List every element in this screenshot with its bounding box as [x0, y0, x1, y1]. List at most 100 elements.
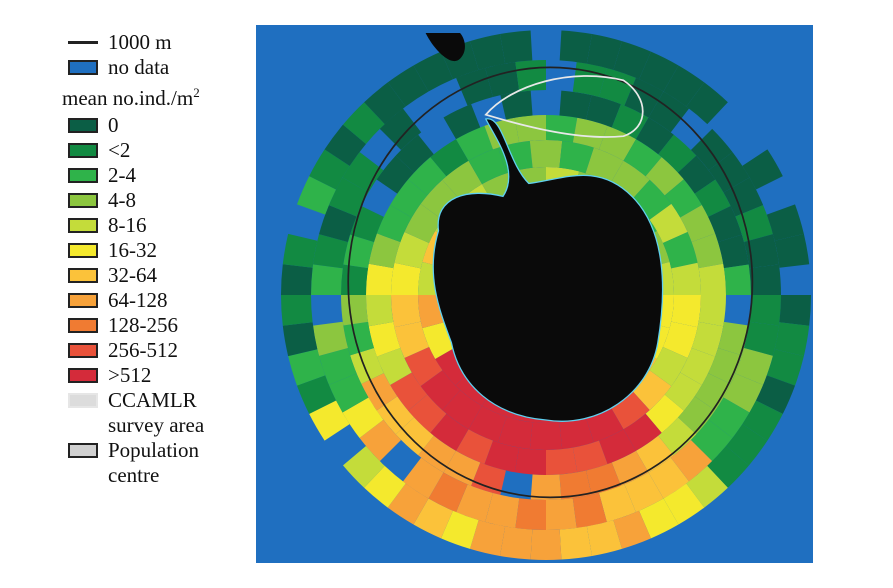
density-cell	[342, 102, 385, 144]
density-cell	[484, 440, 520, 473]
density-cell	[572, 117, 608, 150]
south-america-landmass	[425, 33, 465, 62]
density-cell	[442, 390, 482, 430]
density-cell	[376, 205, 412, 242]
density-cell	[774, 322, 810, 357]
class-swatch	[68, 168, 98, 183]
density-cell	[663, 483, 705, 525]
density-cell	[499, 526, 533, 560]
legend-label: 64-128	[108, 288, 168, 312]
density-cell	[529, 422, 563, 450]
density-cell	[309, 400, 350, 441]
legend-class: <2	[62, 138, 254, 163]
density-cell	[636, 435, 674, 473]
density-cell	[611, 104, 649, 140]
legend-label: 1000 m	[108, 30, 172, 54]
legend-ccamlr: CCAMLR	[62, 388, 254, 413]
density-cell	[499, 30, 533, 64]
density-cell	[366, 295, 394, 327]
density-cell	[694, 373, 731, 411]
density-cell	[390, 179, 428, 218]
legend-label: centre	[108, 463, 160, 487]
density-cell	[341, 264, 369, 295]
legend-class: 0	[62, 113, 254, 138]
density-cell	[515, 498, 546, 530]
density-cell	[456, 68, 493, 106]
density-cell	[639, 51, 679, 92]
class-swatch	[68, 293, 98, 308]
density-cell	[456, 429, 493, 465]
density-cell	[645, 394, 684, 433]
density-cell	[456, 484, 493, 522]
density-cell	[613, 510, 651, 549]
density-cell	[624, 472, 664, 513]
density-cell	[624, 77, 664, 118]
legend-population: Population	[62, 438, 254, 463]
density-cell	[677, 396, 716, 435]
density-cell	[708, 206, 742, 242]
density-cell	[430, 413, 469, 451]
density-cell	[690, 419, 733, 462]
density-cell	[313, 321, 348, 356]
legend-label: 32-64	[108, 263, 157, 287]
density-cell	[586, 34, 623, 70]
ccamlr-swatch	[68, 393, 98, 408]
legend-class: 4-8	[62, 188, 254, 213]
legend-label: 2-4	[108, 163, 136, 187]
legend-label: <2	[108, 138, 131, 162]
density-cell	[586, 95, 621, 128]
density-cell	[599, 484, 636, 522]
density-cell	[514, 115, 546, 143]
density-cell	[726, 424, 768, 466]
density-cell	[428, 472, 468, 513]
legend-label: 128-256	[108, 313, 178, 337]
density-cell	[623, 413, 662, 451]
density-cell	[387, 483, 429, 525]
density-cell	[376, 396, 415, 435]
density-cell	[485, 493, 520, 528]
density-cell	[530, 474, 562, 500]
density-cell	[391, 262, 421, 295]
legend-label: 16-32	[108, 238, 157, 262]
density-cell	[718, 321, 749, 356]
density-cell	[658, 134, 697, 173]
density-cell	[376, 155, 415, 194]
density-cell	[636, 117, 674, 155]
density-cell	[324, 124, 366, 166]
legend-label: 0	[108, 113, 119, 137]
class-swatch	[68, 243, 98, 258]
density-cell	[281, 264, 313, 295]
density-cell	[723, 264, 751, 295]
density-cell	[690, 128, 733, 171]
density-cell	[435, 347, 472, 386]
legend-label: CCAMLR	[108, 388, 197, 412]
density-cell	[514, 447, 546, 475]
class-swatch	[68, 368, 98, 383]
density-cell	[742, 400, 783, 441]
density-cell	[387, 65, 429, 107]
density-cell	[694, 179, 731, 217]
legend-class: 2-4	[62, 163, 254, 188]
krill-density-map	[256, 25, 813, 563]
density-cell	[468, 147, 507, 185]
density-cell	[413, 51, 453, 92]
density-cell	[664, 372, 702, 411]
density-cell	[469, 34, 506, 70]
legend-title-sup: 2	[193, 85, 200, 100]
legend-class: 8-16	[62, 213, 254, 238]
legend-class: >512	[62, 363, 254, 388]
density-cell	[585, 147, 624, 185]
density-cell	[691, 321, 724, 357]
density-cell	[559, 470, 592, 500]
density-cell	[342, 397, 384, 439]
density-cell	[311, 264, 343, 295]
antarctica-landmass	[432, 118, 664, 422]
density-cell	[500, 90, 533, 120]
density-cell	[662, 231, 698, 269]
density-cell	[359, 419, 402, 462]
class-swatch	[68, 343, 98, 358]
density-cell	[645, 157, 684, 196]
legend-label: >512	[108, 363, 152, 387]
density-cell	[515, 60, 546, 92]
density-cell	[408, 157, 447, 196]
